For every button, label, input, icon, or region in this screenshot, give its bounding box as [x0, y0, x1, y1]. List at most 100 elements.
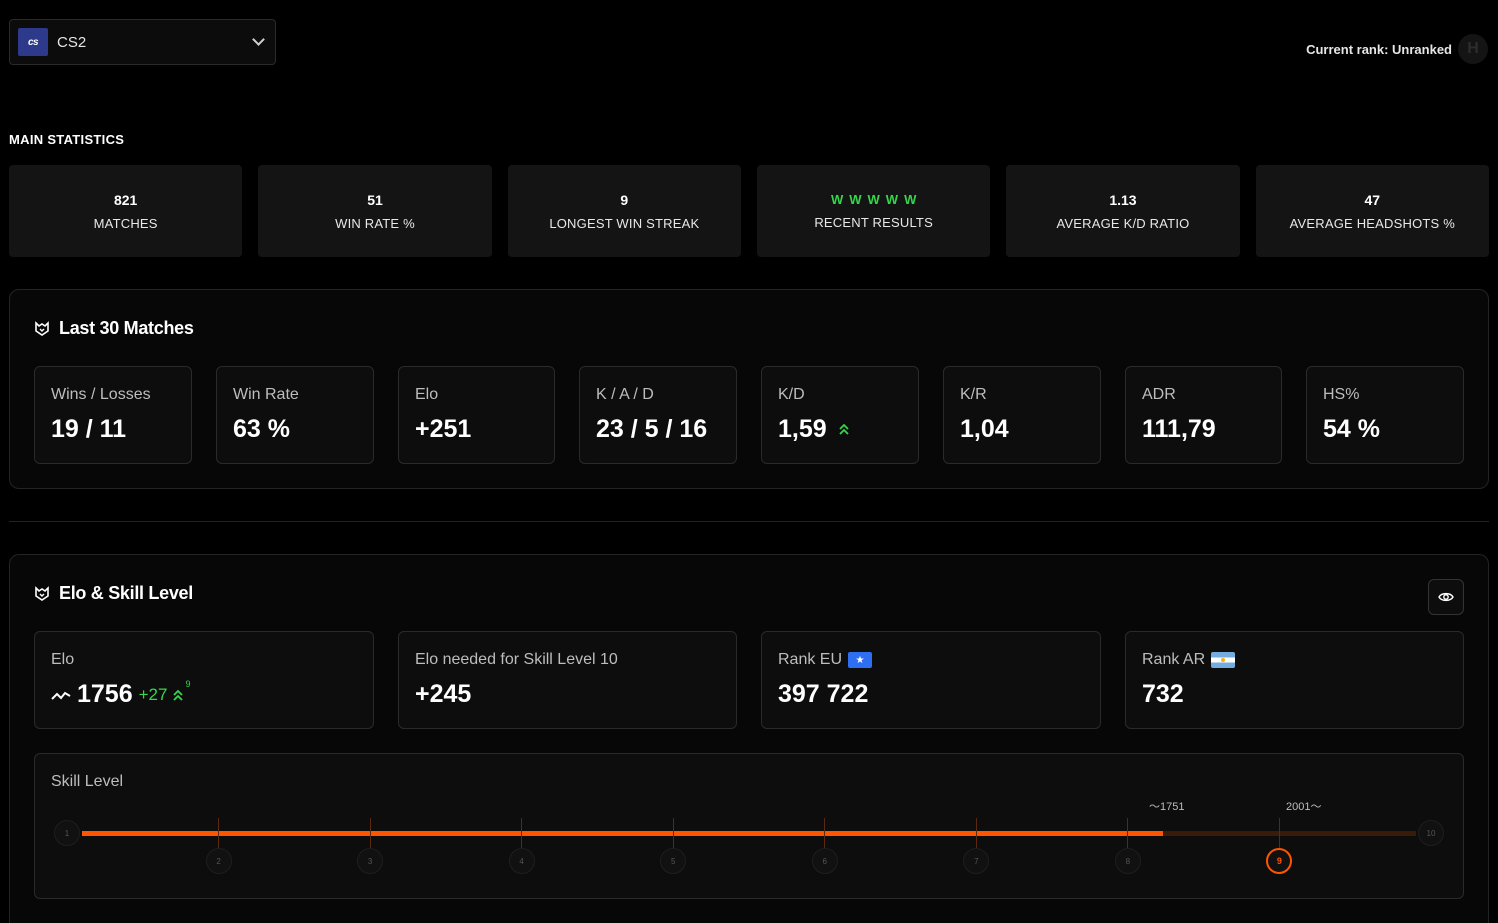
argentina-flag-icon — [1211, 652, 1236, 668]
stat-label: RECENT RESULTS — [814, 215, 933, 230]
stat-card-longest-streak: 9 LONGEST WIN STREAK — [507, 165, 741, 257]
skill-level-6: 6 — [811, 848, 838, 874]
box-value: 63 % — [233, 415, 290, 443]
box-value: 1,04 — [960, 415, 1009, 443]
skill-level-tick — [672, 818, 674, 848]
rank-eu-box: Rank EU ★ 397 722 — [761, 631, 1101, 729]
chevron-down-icon — [252, 33, 265, 46]
skill-level-4: 4 — [508, 848, 535, 874]
skill-level-tick — [1127, 818, 1129, 848]
stat-label: MATCHES — [93, 215, 158, 231]
main-statistics-row: 821 MATCHES 51 WIN RATE % 9 LONGEST WIN … — [9, 165, 1489, 257]
hs-box: HS% 54 % — [1306, 366, 1464, 464]
trend-up-icon — [837, 422, 851, 438]
stat-label: AVERAGE K/D RATIO — [1056, 215, 1190, 231]
kr-box: K/R 1,04 — [943, 366, 1101, 464]
elo-box: Elo +251 — [398, 366, 555, 464]
next-level-marker-value: 2001 — [1286, 801, 1311, 813]
box-label: Wins / Losses — [51, 386, 151, 403]
last-30-matches-panel: Last 30 Matches Wins / Losses 19 / 11 Wi… — [9, 289, 1489, 489]
stat-card-recent-results: W W W W W RECENT RESULTS — [756, 165, 991, 257]
box-label: K/R — [960, 386, 987, 403]
skill-level-7: 7 — [963, 848, 990, 874]
wins-losses-box: Wins / Losses 19 / 11 — [34, 366, 192, 464]
box-label-row: Rank AR — [1142, 651, 1236, 669]
current-elo-box: Elo 1756 +27 9 — [34, 631, 374, 729]
elo-delta: +27 9 — [138, 679, 191, 705]
box-value: 19 / 11 — [51, 415, 127, 443]
current-elo-marker: 〜1751 — [1149, 798, 1184, 814]
box-label: Elo — [415, 386, 439, 403]
elo-needed-box: Elo needed for Skill Level 10 +245 — [398, 631, 737, 729]
skill-level-tick — [218, 818, 220, 848]
skill-progress-fill — [82, 831, 1163, 836]
box-label: Win Rate — [233, 386, 299, 403]
stat-label: AVERAGE HEADSHOTS % — [1289, 215, 1455, 231]
box-value: 1,59 — [778, 415, 827, 443]
stat-card-headshots: 47 AVERAGE HEADSHOTS % — [1255, 165, 1489, 257]
stat-value: 821 — [113, 191, 138, 208]
box-label: HS% — [1323, 386, 1360, 403]
trend-icon: 〜 — [1149, 801, 1160, 813]
box-label: Rank AR — [1142, 651, 1206, 668]
stat-value: 1.13 — [1109, 191, 1137, 208]
box-value-row: 1756 +27 9 — [51, 679, 191, 709]
skill-level-box: Skill Level 〜1751 2001〜 1 2 3 4 5 6 7 8 9 10 — [34, 753, 1464, 899]
trend-icon: 〜 — [1310, 801, 1322, 813]
stat-card-kd: 1.13 AVERAGE K/D RATIO — [1006, 165, 1240, 257]
elo-skill-panel: Elo & Skill Level Elo 1756 +27 9 Elo nee… — [9, 554, 1489, 923]
game-name: CS2 — [57, 33, 87, 51]
skill-level-tick — [369, 818, 371, 848]
elo-delta-value: +27 — [138, 684, 168, 704]
game-selector[interactable]: cs CS2 — [9, 19, 276, 65]
skill-level-tick — [824, 818, 826, 848]
stat-label: WIN RATE % — [335, 215, 415, 231]
toggle-visibility-button[interactable] — [1428, 579, 1464, 615]
current-rank-label: Current rank: Unranked — [1306, 41, 1452, 57]
box-value: 111,79 — [1142, 415, 1216, 443]
stat-value: 9 — [620, 191, 629, 208]
eye-icon — [1438, 592, 1454, 602]
skill-level-8: 8 — [1114, 848, 1141, 874]
box-value: +251 — [415, 415, 472, 443]
box-label: ADR — [1142, 386, 1176, 403]
recent-results: W W W W W — [831, 192, 916, 207]
recent-result: W — [849, 192, 862, 207]
skill-level-tick — [521, 818, 523, 848]
recent-result: W — [867, 192, 880, 207]
current-elo-marker-value: 1751 — [1160, 801, 1185, 813]
adr-box: ADR 111,79 — [1125, 366, 1282, 464]
panel-title: Last 30 Matches — [59, 318, 194, 338]
recent-result: W — [885, 192, 899, 207]
panel-header: Elo & Skill Level — [34, 583, 193, 604]
kd-box: K/D 1,59 — [761, 366, 919, 464]
kad-box: K / A / D 23 / 5 / 16 — [579, 366, 737, 464]
panel-title: Elo & Skill Level — [59, 583, 193, 603]
box-label: K/D — [778, 386, 805, 403]
skill-level-tick — [975, 818, 977, 848]
eu-flag-icon: ★ — [848, 652, 873, 668]
section-divider — [9, 521, 1489, 522]
current-rank: Current rank: Unranked H — [1306, 34, 1488, 64]
box-label: Elo needed for Skill Level 10 — [415, 651, 618, 668]
box-value: +245 — [415, 680, 472, 708]
stat-label: LONGEST WIN STREAK — [549, 215, 700, 231]
cs-logo-icon: cs — [18, 28, 48, 56]
box-label: K / A / D — [596, 386, 654, 403]
box-value-row: 1,59 — [778, 415, 851, 444]
elo-delta-sup: 9 — [185, 678, 191, 689]
skill-progress-track — [82, 831, 1416, 836]
box-label: Elo — [51, 651, 75, 668]
box-value: 397 722 — [778, 680, 869, 708]
skill-level-1: 1 — [54, 820, 80, 846]
elo-value: 1756 — [77, 680, 133, 708]
stat-value: 51 — [367, 191, 383, 208]
skill-level-5: 5 — [660, 848, 687, 874]
win-rate-box: Win Rate 63 % — [216, 366, 374, 464]
skill-level-10: 10 — [1418, 820, 1444, 846]
recent-result: W — [904, 192, 917, 207]
skill-level-label: Skill Level — [51, 773, 124, 790]
elo-trend-icon — [51, 680, 71, 709]
faceit-wolf-icon — [34, 320, 50, 337]
skill-level-2: 2 — [205, 848, 232, 874]
